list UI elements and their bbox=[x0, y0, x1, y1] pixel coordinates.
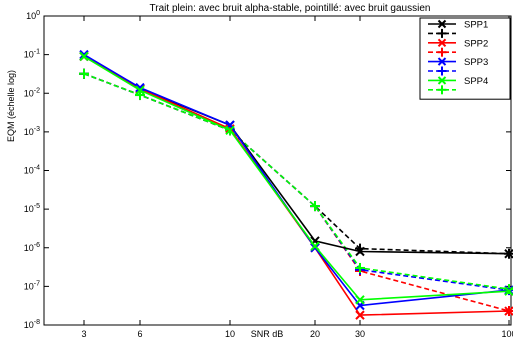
x-axis-label: SNR dB bbox=[251, 329, 284, 339]
x-tick-label: 10 bbox=[225, 329, 235, 339]
x-tick-label: 30 bbox=[355, 329, 365, 339]
legend-entry: SPP2 bbox=[428, 38, 488, 49]
legend-entry bbox=[428, 66, 456, 76]
marker-x bbox=[437, 57, 447, 66]
marker-x bbox=[225, 124, 235, 134]
legend-entry bbox=[428, 28, 456, 38]
series-line bbox=[83, 55, 510, 301]
y-tick-label: 10-2 bbox=[24, 87, 40, 98]
marker-x bbox=[355, 295, 365, 305]
marker-x bbox=[135, 85, 145, 95]
series-spp4-alpha-stable bbox=[79, 51, 513, 305]
marker-plus bbox=[437, 47, 447, 57]
marker-x bbox=[79, 51, 89, 62]
y-tick-label: 10-8 bbox=[24, 319, 40, 330]
marker-x bbox=[437, 38, 447, 48]
legend-entry bbox=[428, 85, 456, 95]
marker-x bbox=[310, 241, 320, 251]
y-tick-label: 100 bbox=[26, 10, 40, 21]
marker-x bbox=[504, 306, 513, 316]
marker-x bbox=[504, 286, 513, 296]
legend-entry: SPP1 bbox=[428, 20, 488, 31]
legend-entry: SPP4 bbox=[428, 76, 488, 87]
x-tick-label: 20 bbox=[310, 329, 320, 339]
x-tick-label: 6 bbox=[137, 329, 142, 339]
x-tick-label: 3 bbox=[81, 329, 86, 339]
marker-x bbox=[437, 19, 447, 29]
marker-x bbox=[355, 310, 365, 320]
legend-entry bbox=[428, 47, 456, 57]
x-tick-label: 100 bbox=[501, 329, 513, 339]
series-layer bbox=[79, 49, 513, 320]
marker-x bbox=[437, 76, 447, 85]
marker-x bbox=[355, 246, 365, 257]
legend-label: SPP2 bbox=[464, 38, 488, 49]
marker-plus bbox=[437, 66, 447, 76]
marker-x bbox=[225, 125, 235, 135]
marker-x bbox=[135, 82, 145, 93]
y-tick-label: 10-3 bbox=[24, 126, 40, 137]
marker-plus bbox=[355, 262, 365, 273]
series-line bbox=[83, 53, 510, 307]
x-axis: 3 6 10 20 30 100 bbox=[81, 16, 513, 339]
series-line bbox=[83, 72, 510, 290]
legend-label: SPP3 bbox=[464, 57, 488, 68]
marker-plus bbox=[437, 28, 447, 38]
y-axis-label: EQM (échelle log) bbox=[6, 70, 16, 142]
marker-plus bbox=[79, 68, 89, 79]
marker-plus bbox=[135, 90, 145, 101]
legend-label: SPP4 bbox=[464, 76, 488, 87]
y-tick-label: 10-5 bbox=[24, 203, 40, 214]
marker-x bbox=[504, 249, 513, 259]
legend-label: SPP1 bbox=[464, 20, 488, 31]
legend-entry: SPP3 bbox=[428, 57, 488, 68]
legend-box bbox=[419, 17, 511, 100]
chart-title: Trait plein: avec bruit alpha-stable, po… bbox=[150, 3, 431, 14]
y-tick-label: 10-6 bbox=[24, 242, 40, 253]
marker-plus bbox=[437, 85, 447, 95]
marker-plus bbox=[310, 201, 320, 212]
legend: SPP1 SPP2 SPP3 SPP4 bbox=[419, 17, 511, 100]
y-tick-label: 10-1 bbox=[24, 49, 40, 60]
y-tick-label: 10-4 bbox=[24, 165, 40, 176]
y-tick-label: 10-7 bbox=[24, 280, 40, 291]
